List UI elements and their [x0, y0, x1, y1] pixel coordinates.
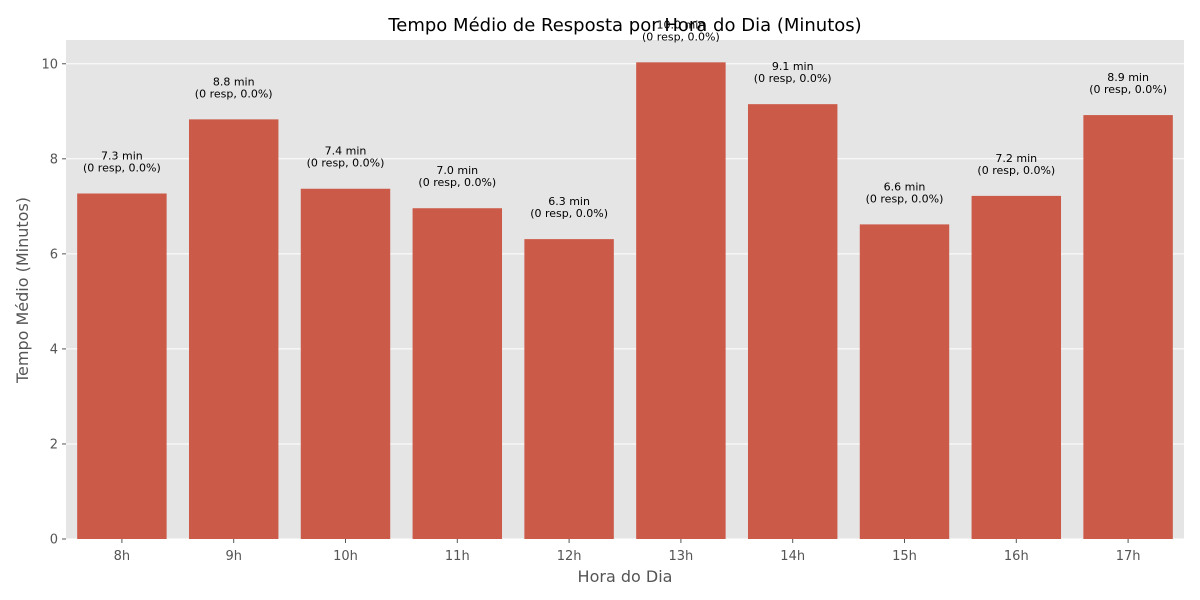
bar	[77, 193, 167, 540]
bar-value-label: 7.0 min	[436, 164, 478, 177]
bar	[300, 188, 391, 540]
x-tick-label: 16h	[1004, 549, 1029, 564]
bars	[77, 62, 1173, 540]
bar	[747, 104, 838, 540]
bar	[971, 195, 1062, 539]
bar-detail-label: (0 resp, 0.0%)	[642, 30, 720, 43]
x-axis-label: Hora do Dia	[578, 567, 673, 586]
bar-detail-label: (0 resp, 0.0%)	[83, 162, 161, 175]
x-tick-label: 9h	[225, 549, 242, 564]
bar-value-label: 10.0 min	[657, 18, 706, 31]
x-tick-label: 14h	[780, 549, 805, 564]
x-tick-label: 13h	[669, 549, 694, 564]
bar	[636, 62, 726, 540]
x-tick-label: 12h	[557, 549, 582, 564]
bar-value-label: 6.6 min	[884, 180, 926, 193]
y-axis-label: Tempo Médio (Minutos)	[13, 197, 32, 384]
x-tick-label: 8h	[114, 549, 131, 564]
bar-value-label: 8.9 min	[1107, 71, 1149, 84]
bar-detail-label: (0 resp, 0.0%)	[754, 72, 832, 85]
y-tick-label: 4	[50, 342, 58, 357]
bar-value-label: 7.4 min	[325, 145, 367, 158]
y-tick-label: 6	[50, 247, 58, 262]
bar	[188, 119, 279, 540]
y-tick-label: 2	[50, 437, 58, 452]
y-tick-label: 8	[50, 152, 58, 167]
bar-detail-label: (0 resp, 0.0%)	[530, 207, 608, 220]
bar-detail-label: (0 resp, 0.0%)	[866, 192, 944, 205]
bar	[412, 208, 503, 539]
bar-value-label: 7.3 min	[101, 150, 143, 163]
bar-value-label: 6.3 min	[548, 195, 590, 208]
bar	[1083, 115, 1173, 539]
x-tick-label: 10h	[333, 549, 358, 564]
bar-value-label: 9.1 min	[772, 60, 814, 73]
x-axis-ticks: 8h 9h 10h 11h 12h 13h 14h 15h 16h 17h	[114, 539, 1141, 564]
y-axis-ticks: 0 2 4 6 8 10	[41, 57, 66, 548]
bar-detail-label: (0 resp, 0.0%)	[307, 157, 385, 170]
x-tick-label: 15h	[892, 549, 917, 564]
bar-labels: 7.3 min(0 resp, 0.0%)8.8 min(0 resp, 0.0…	[83, 18, 1167, 220]
bar-detail-label: (0 resp, 0.0%)	[418, 176, 496, 189]
bar-detail-label: (0 resp, 0.0%)	[195, 87, 273, 100]
bar-value-label: 8.8 min	[213, 75, 255, 88]
bar	[524, 239, 614, 539]
x-tick-label: 11h	[445, 549, 470, 564]
bar	[859, 224, 950, 539]
y-tick-label: 10	[41, 57, 58, 72]
y-tick-label: 0	[50, 533, 58, 548]
bar-detail-label: (0 resp, 0.0%)	[1089, 83, 1167, 96]
chart-title: Tempo Médio de Resposta por Hora do Dia …	[387, 15, 861, 36]
x-tick-label: 17h	[1116, 549, 1141, 564]
bar-detail-label: (0 resp, 0.0%)	[977, 164, 1055, 177]
bar-value-label: 7.2 min	[995, 152, 1037, 165]
